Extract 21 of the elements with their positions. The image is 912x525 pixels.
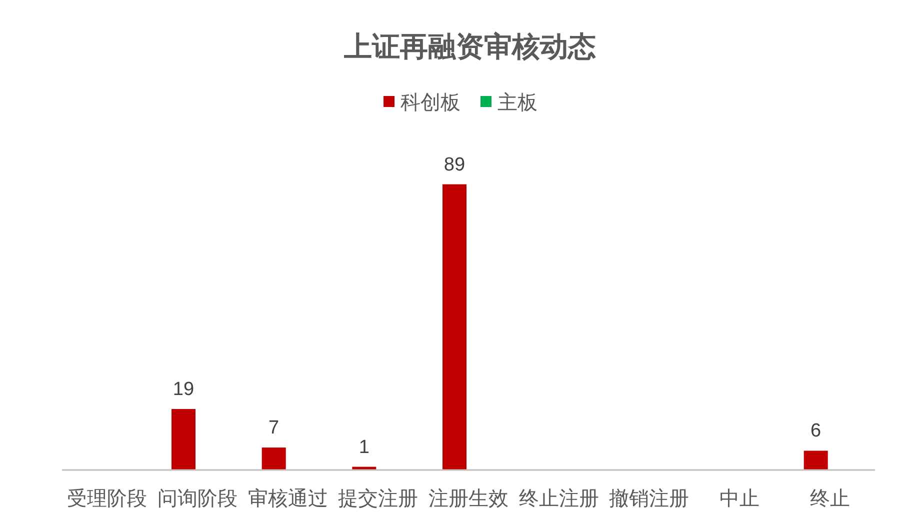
bar: [804, 450, 828, 470]
legend-label: 科创板: [400, 92, 460, 114]
legend-label: 主板: [498, 91, 538, 114]
x-tick-label: 注册生效: [428, 488, 508, 510]
x-tick-label: 终止注册: [518, 488, 599, 510]
data-label: 19: [172, 379, 194, 400]
bar: [172, 409, 196, 470]
bar: [442, 184, 466, 470]
data-label: 6: [810, 420, 822, 442]
bar: [262, 448, 286, 470]
x-tick-label: 中止: [720, 488, 760, 510]
x-tick-label: 提交注册: [338, 488, 418, 510]
x-tick-label: 问询阶段: [158, 488, 238, 510]
chart-title: 上证再融资审核动态: [343, 31, 596, 62]
x-tick-label: 撤销注册: [609, 488, 690, 510]
x-tick-label: 终止: [810, 488, 850, 510]
x-tick-label: 受理阶段: [67, 488, 148, 510]
data-label: 7: [268, 418, 280, 439]
x-tick-label: 审核通过: [248, 487, 328, 510]
data-label: 1: [358, 436, 370, 458]
data-label: 89: [444, 154, 466, 176]
